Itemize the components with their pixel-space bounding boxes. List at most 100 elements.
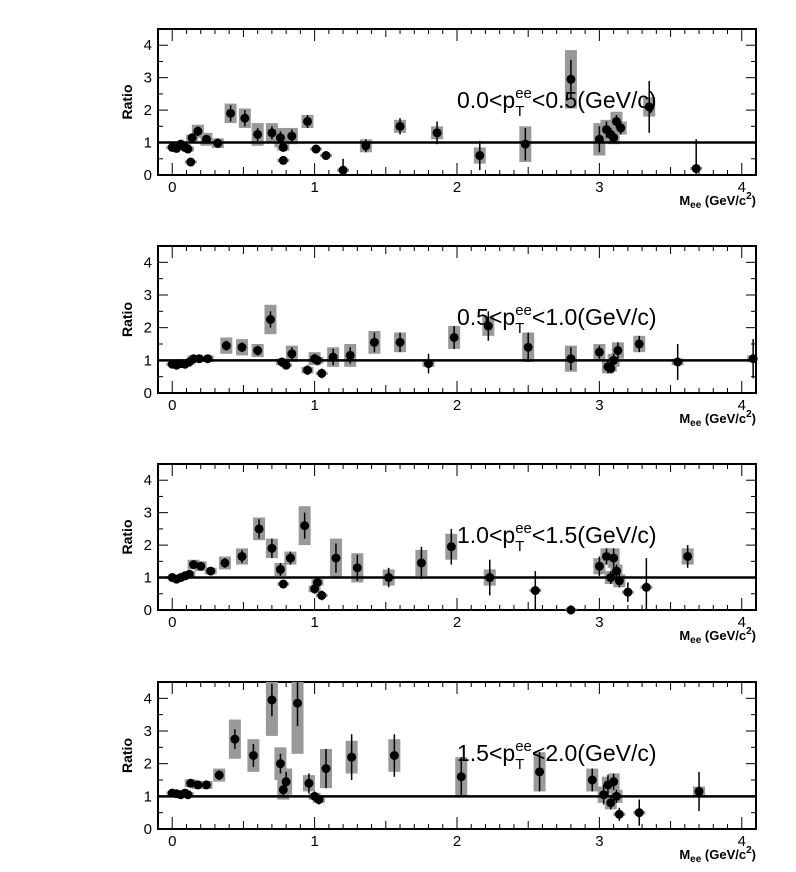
panel-label-pre: 1.5<p bbox=[457, 740, 515, 766]
x-axis-label-main: M bbox=[679, 847, 690, 862]
x-tick-label: 1 bbox=[310, 397, 318, 414]
y-tick-label: 1 bbox=[144, 352, 152, 369]
data-point bbox=[253, 129, 263, 139]
y-tick-label: 4 bbox=[144, 472, 152, 489]
data-point bbox=[275, 133, 285, 143]
panel-label-range: <1.0(GeV/c) bbox=[532, 304, 657, 330]
data-point bbox=[194, 354, 204, 364]
x-axis-label-close: ) bbox=[752, 193, 756, 208]
data-point bbox=[566, 74, 576, 84]
data-point bbox=[220, 558, 230, 568]
panel-label-sub: T bbox=[515, 320, 524, 337]
data-point bbox=[183, 790, 193, 800]
panel-label-range: <2.0(GeV/c) bbox=[532, 740, 657, 766]
panel-label-range: <1.5(GeV/c) bbox=[532, 522, 657, 548]
data-point bbox=[221, 341, 231, 351]
x-axis-label-close: ) bbox=[752, 411, 756, 426]
y-tick-label: 2 bbox=[144, 102, 152, 119]
data-point bbox=[317, 368, 327, 378]
x-axis-label-sub: ee bbox=[690, 200, 702, 211]
data-point bbox=[361, 141, 371, 151]
y-tick-label: 3 bbox=[144, 70, 152, 87]
panel-label-sup: ee bbox=[515, 520, 532, 537]
x-axis-label: Mee (GeV/c2) bbox=[679, 191, 756, 211]
data-point bbox=[475, 151, 485, 161]
x-axis-label: Mee (GeV/c2) bbox=[679, 409, 756, 429]
data-point bbox=[535, 767, 545, 777]
y-tick-label: 0 bbox=[144, 821, 152, 838]
panel-label-pre: 0.5<p bbox=[457, 304, 515, 330]
data-point bbox=[196, 561, 206, 571]
data-point bbox=[186, 157, 196, 167]
x-tick-label: 0 bbox=[168, 179, 176, 196]
x-tick-label: 3 bbox=[595, 614, 603, 631]
data-point bbox=[520, 139, 530, 149]
y-axis-label: Ratio bbox=[119, 738, 135, 773]
y-axis-label: Ratio bbox=[119, 520, 135, 555]
data-point bbox=[237, 342, 247, 352]
data-point bbox=[311, 144, 321, 154]
data-point bbox=[352, 563, 362, 573]
data-point bbox=[275, 759, 285, 769]
data-point bbox=[673, 357, 683, 367]
data-point bbox=[566, 605, 576, 615]
data-point bbox=[594, 134, 604, 144]
data-point bbox=[389, 751, 399, 760]
data-point bbox=[691, 164, 701, 174]
y-tick-label: 3 bbox=[144, 287, 152, 304]
data-point bbox=[303, 365, 312, 375]
x-tick-label: 3 bbox=[595, 179, 603, 196]
data-point bbox=[347, 752, 357, 762]
data-point bbox=[304, 778, 314, 788]
y-tick-label: 0 bbox=[144, 167, 152, 184]
data-point bbox=[314, 795, 324, 805]
data-point bbox=[530, 586, 540, 596]
panel-label: 1.5<pee bbox=[457, 738, 532, 766]
x-axis-label-main: M bbox=[679, 193, 690, 208]
x-tick-label: 4 bbox=[738, 397, 746, 414]
y-tick-label: 4 bbox=[144, 254, 152, 271]
data-point bbox=[331, 553, 341, 563]
data-point bbox=[303, 116, 312, 126]
data-point bbox=[321, 764, 331, 774]
data-point bbox=[683, 551, 693, 561]
data-point bbox=[193, 126, 203, 136]
x-axis-label-main: M bbox=[679, 411, 690, 426]
x-tick-label: 2 bbox=[453, 614, 461, 631]
x-tick-label: 1 bbox=[310, 614, 318, 631]
panel-label-sup: ee bbox=[515, 302, 532, 319]
data-point bbox=[609, 133, 619, 143]
data-point bbox=[328, 352, 338, 362]
data-point bbox=[293, 698, 303, 708]
data-point bbox=[616, 123, 626, 133]
y-tick-label: 3 bbox=[144, 505, 152, 522]
x-tick-label: 2 bbox=[453, 179, 461, 196]
data-point bbox=[206, 566, 216, 576]
x-axis-label: Mee (GeV/c2) bbox=[679, 626, 756, 646]
data-point bbox=[278, 579, 288, 589]
x-axis-label-close: ) bbox=[752, 847, 756, 862]
data-point bbox=[213, 138, 223, 148]
data-point bbox=[226, 108, 236, 118]
data-point bbox=[606, 364, 616, 373]
data-point bbox=[285, 553, 295, 563]
x-axis-label: Mee (GeV/c2) bbox=[679, 845, 756, 865]
x-tick-label: 2 bbox=[453, 833, 461, 850]
data-point bbox=[599, 790, 609, 800]
data-point bbox=[566, 354, 576, 364]
x-axis-label-sub: ee bbox=[690, 635, 702, 646]
data-point bbox=[201, 780, 211, 790]
panel-label-range: <0.5(GeV/c) bbox=[532, 87, 657, 113]
data-point bbox=[186, 778, 196, 788]
y-axis-label: Ratio bbox=[119, 85, 135, 120]
panel-label-pre: 1.0<p bbox=[457, 522, 515, 548]
panel-label-pre: 0.0<p bbox=[457, 87, 515, 113]
data-point bbox=[523, 342, 533, 352]
data-point bbox=[606, 573, 616, 583]
data-point bbox=[184, 569, 194, 579]
panel-label-sub: T bbox=[515, 756, 524, 773]
